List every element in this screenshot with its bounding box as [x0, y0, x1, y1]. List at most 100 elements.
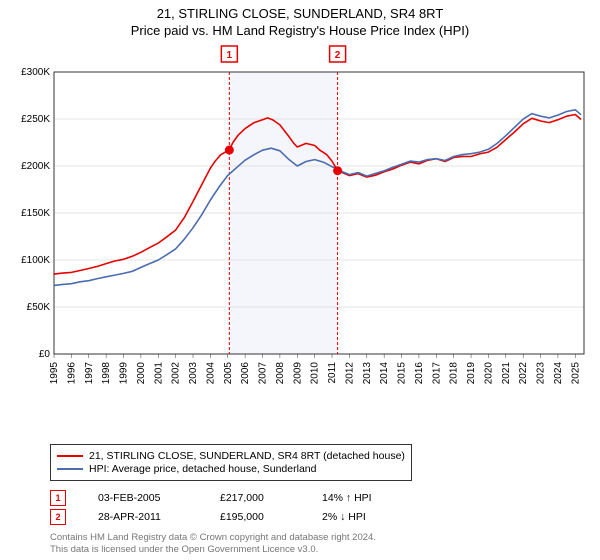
x-tick: 2015: [397, 362, 408, 385]
svg-text:1998: 1998: [101, 362, 112, 385]
x-tick: 2007: [258, 362, 269, 385]
x-tick: 2019: [466, 362, 477, 385]
x-tick: 1995: [49, 362, 60, 385]
svg-text:2016: 2016: [414, 362, 425, 385]
svg-text:£250K: £250K: [21, 114, 50, 125]
x-tick: 2021: [501, 362, 512, 385]
svg-text:1997: 1997: [84, 362, 95, 385]
sale-row-index-box: 2: [50, 509, 66, 525]
x-tick: 2013: [362, 362, 373, 385]
x-tick: 1999: [119, 362, 130, 385]
svg-text:2001: 2001: [153, 362, 164, 385]
svg-text:2012: 2012: [344, 362, 355, 385]
x-tick: 2002: [171, 362, 182, 385]
line-chart: £0 £50K £100K £150K £200K £250K £300K 1995 1996 1…: [8, 44, 592, 394]
x-tick: 2005: [223, 362, 234, 385]
x-tick: 2010: [310, 362, 321, 385]
chart-subtitle: Price paid vs. HM Land Registry's House …: [8, 23, 592, 38]
svg-text:2000: 2000: [136, 362, 147, 385]
x-tick: 2006: [240, 362, 251, 385]
sale-row-index-box: 1: [50, 490, 66, 506]
svg-text:2014: 2014: [379, 362, 390, 385]
legend-row: HPI: Average price, detached house, Sund…: [57, 463, 405, 475]
svg-text:2020: 2020: [483, 362, 494, 385]
x-tick: 2024: [553, 362, 564, 385]
svg-text:£100K: £100K: [21, 255, 50, 266]
svg-text:2019: 2019: [466, 362, 477, 385]
sale-date: 03-FEB-2005: [98, 492, 188, 504]
svg-text:2013: 2013: [362, 362, 373, 385]
svg-text:2010: 2010: [310, 362, 321, 385]
svg-text:2015: 2015: [397, 362, 408, 385]
x-tick: 2009: [292, 362, 303, 385]
svg-text:£50K: £50K: [27, 302, 51, 313]
chart-title: 21, STIRLING CLOSE, SUNDERLAND, SR4 8RT: [8, 6, 592, 21]
x-tick: 2025: [570, 362, 581, 385]
sale-date: 28-APR-2011: [98, 511, 188, 523]
legend-row: 21, STIRLING CLOSE, SUNDERLAND, SR4 8RT …: [57, 450, 405, 462]
svg-text:2011: 2011: [327, 362, 338, 384]
svg-text:1996: 1996: [66, 362, 77, 385]
x-tick: 2012: [344, 362, 355, 385]
svg-text:2009: 2009: [292, 362, 303, 385]
svg-text:£150K: £150K: [21, 208, 50, 219]
x-tick: 2017: [431, 362, 442, 385]
y-tick: £300K: [21, 67, 50, 78]
footer-line-2: This data is licensed under the Open Gov…: [50, 544, 588, 556]
x-tick: 2018: [449, 362, 460, 385]
svg-text:2024: 2024: [553, 362, 564, 385]
sale-row: 103-FEB-2005£217,00014% ↑ HPI: [50, 490, 588, 506]
x-tick: 2001: [153, 362, 164, 385]
x-tick: 1996: [66, 362, 77, 385]
sale-row: 2 28-APR-2011 £195,000 2% ↓ HPI: [50, 509, 588, 525]
svg-text:2004: 2004: [205, 362, 216, 385]
svg-text:£300K: £300K: [21, 67, 50, 78]
legend: 21, STIRLING CLOSE, SUNDERLAND, SR4 8RT …: [50, 444, 412, 481]
sale-marker: [225, 146, 234, 155]
y-tick: £250K: [21, 114, 50, 125]
x-tick: 2003: [188, 362, 199, 385]
sale-index-label: 1: [227, 50, 233, 61]
y-tick: £150K: [21, 208, 50, 219]
svg-text:2008: 2008: [275, 362, 286, 385]
attribution: Contains HM Land Registry data © Crown c…: [50, 532, 588, 556]
footer-line-1: Contains HM Land Registry data © Crown c…: [50, 532, 588, 544]
svg-text:2006: 2006: [240, 362, 251, 385]
svg-text:£0: £0: [39, 349, 51, 360]
legend-label: HPI: Average price, detached house, Sund…: [89, 463, 316, 475]
chart-container: £0 £50K £100K £150K £200K £250K £300K 1995 1996 1…: [8, 44, 592, 440]
x-tick: 1998: [101, 362, 112, 385]
svg-text:1995: 1995: [49, 362, 60, 385]
x-tick: 2004: [205, 362, 216, 385]
x-tick: 2000: [136, 362, 147, 385]
svg-text:2023: 2023: [536, 362, 547, 385]
y-tick: £100K: [21, 255, 50, 266]
sale-price: £195,000: [220, 511, 290, 523]
svg-text:2021: 2021: [501, 362, 512, 385]
svg-text:2003: 2003: [188, 362, 199, 385]
x-tick: 2008: [275, 362, 286, 385]
x-tick: 2023: [536, 362, 547, 385]
y-tick: £200K: [21, 161, 50, 172]
x-tick: 2016: [414, 362, 425, 385]
legend-swatch: [57, 468, 83, 470]
x-tick: 1997: [84, 362, 95, 385]
x-tick: 2022: [518, 362, 529, 385]
legend-swatch: [57, 455, 83, 457]
svg-text:2025: 2025: [570, 362, 581, 385]
svg-text:2007: 2007: [258, 362, 269, 385]
sale-hpi-diff: 2% ↓ HPI: [322, 511, 366, 523]
y-tick: £50K: [27, 302, 51, 313]
x-tick: 2014: [379, 362, 390, 385]
svg-text:2002: 2002: [171, 362, 182, 385]
x-tick: 2011: [327, 362, 338, 384]
chart-titles: 21, STIRLING CLOSE, SUNDERLAND, SR4 8RT …: [8, 6, 592, 44]
sale-hpi-diff: 14% ↑ HPI: [322, 492, 372, 504]
svg-text:2005: 2005: [223, 362, 234, 385]
svg-text:2022: 2022: [518, 362, 529, 385]
y-tick: £0: [39, 349, 51, 360]
svg-text:2017: 2017: [431, 362, 442, 385]
x-tick: 2020: [483, 362, 494, 385]
legend-label: 21, STIRLING CLOSE, SUNDERLAND, SR4 8RT …: [89, 450, 405, 462]
svg-text:2018: 2018: [449, 362, 460, 385]
